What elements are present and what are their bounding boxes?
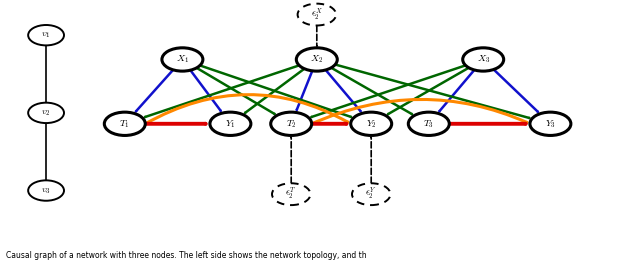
Ellipse shape [296,48,337,71]
Ellipse shape [352,183,390,205]
Text: $T_2$: $T_2$ [286,118,296,130]
Text: $\epsilon_2^Y$: $\epsilon_2^Y$ [365,186,377,202]
Ellipse shape [272,183,310,205]
Text: $v_1$: $v_1$ [41,30,51,40]
Text: $\epsilon_2^X$: $\epsilon_2^X$ [310,7,323,22]
Ellipse shape [351,112,392,135]
Ellipse shape [28,180,64,201]
Ellipse shape [298,4,336,26]
Text: $T_1$: $T_1$ [120,118,130,130]
Text: $v_3$: $v_3$ [41,186,51,195]
Text: $Y_1$: $Y_1$ [225,118,236,130]
Text: $X_3$: $X_3$ [477,54,490,65]
Text: $\epsilon_2^T$: $\epsilon_2^T$ [285,186,297,202]
Text: Causal graph of a network with three nodes. The left side shows the network topo: Causal graph of a network with three nod… [6,251,367,260]
Ellipse shape [463,48,504,71]
Ellipse shape [162,48,203,71]
Ellipse shape [28,25,64,45]
Ellipse shape [28,103,64,123]
Ellipse shape [408,112,449,135]
Ellipse shape [210,112,251,135]
Text: $X_2$: $X_2$ [310,54,323,65]
Text: $T_3$: $T_3$ [424,118,434,130]
Text: $X_1$: $X_1$ [176,54,189,65]
Text: $v_2$: $v_2$ [41,108,51,118]
Ellipse shape [271,112,312,135]
Ellipse shape [530,112,571,135]
Ellipse shape [104,112,145,135]
Text: $Y_3$: $Y_3$ [545,118,556,130]
Text: $Y_2$: $Y_2$ [366,118,376,130]
